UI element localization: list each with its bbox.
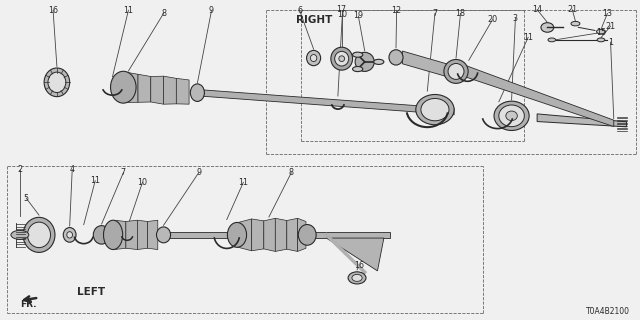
Polygon shape (287, 218, 298, 252)
Ellipse shape (111, 71, 136, 103)
Polygon shape (403, 51, 451, 78)
Text: 4: 4 (70, 165, 75, 174)
Text: 16: 16 (355, 261, 365, 270)
Text: 12: 12 (392, 6, 402, 15)
Polygon shape (176, 78, 189, 104)
Text: 11: 11 (124, 6, 133, 15)
Ellipse shape (541, 23, 554, 32)
Ellipse shape (28, 222, 51, 248)
Circle shape (11, 230, 29, 239)
Text: 6: 6 (297, 6, 302, 15)
Text: 14: 14 (532, 5, 542, 14)
Ellipse shape (348, 272, 366, 284)
Polygon shape (161, 232, 390, 238)
Ellipse shape (506, 111, 517, 121)
Polygon shape (115, 220, 126, 250)
Ellipse shape (190, 84, 204, 101)
Circle shape (548, 38, 556, 42)
Ellipse shape (67, 232, 72, 238)
Text: RIGHT: RIGHT (296, 15, 332, 25)
Ellipse shape (499, 105, 524, 127)
Circle shape (353, 52, 363, 57)
Polygon shape (195, 89, 454, 115)
Ellipse shape (310, 54, 317, 61)
Text: 18: 18 (456, 9, 465, 18)
Text: 10: 10 (337, 10, 348, 19)
Ellipse shape (23, 217, 55, 252)
Polygon shape (151, 76, 164, 104)
Polygon shape (138, 74, 151, 102)
Polygon shape (467, 66, 614, 126)
Text: 17: 17 (337, 5, 347, 14)
Text: FR.: FR. (20, 300, 37, 309)
Ellipse shape (339, 56, 344, 61)
Polygon shape (326, 238, 384, 271)
Text: 19: 19 (353, 12, 364, 20)
Polygon shape (126, 220, 138, 250)
Text: LEFT: LEFT (77, 287, 106, 297)
Text: 8: 8 (161, 9, 166, 18)
Ellipse shape (494, 101, 529, 131)
Polygon shape (164, 76, 176, 104)
Text: 11: 11 (90, 176, 100, 185)
Ellipse shape (444, 60, 468, 84)
Text: 15: 15 (596, 28, 606, 37)
Ellipse shape (307, 50, 321, 66)
Polygon shape (275, 218, 287, 252)
Ellipse shape (63, 228, 76, 242)
Text: 9: 9 (196, 168, 201, 177)
Text: 7: 7 (121, 168, 126, 177)
Ellipse shape (93, 226, 110, 244)
Ellipse shape (389, 50, 403, 65)
Polygon shape (237, 219, 252, 251)
Text: 20: 20 (488, 15, 497, 24)
Ellipse shape (352, 274, 362, 281)
Text: 21: 21 (605, 22, 616, 31)
Ellipse shape (157, 227, 171, 243)
Text: 16: 16 (48, 6, 58, 15)
Text: 13: 13 (602, 9, 612, 18)
Ellipse shape (355, 52, 374, 71)
Text: 10: 10 (138, 178, 147, 187)
Circle shape (597, 38, 605, 42)
Ellipse shape (331, 47, 353, 70)
Polygon shape (252, 219, 264, 251)
Ellipse shape (44, 68, 70, 97)
Circle shape (571, 21, 580, 26)
Circle shape (374, 59, 384, 64)
Ellipse shape (448, 63, 464, 79)
Text: 2: 2 (17, 165, 22, 174)
Text: 11: 11 (238, 178, 248, 187)
Text: 9: 9 (209, 6, 214, 15)
Ellipse shape (421, 99, 449, 121)
Ellipse shape (104, 220, 123, 250)
Polygon shape (537, 114, 627, 127)
Ellipse shape (335, 51, 349, 66)
Ellipse shape (227, 222, 246, 247)
Text: T0A4B2100: T0A4B2100 (586, 307, 630, 316)
Polygon shape (125, 72, 138, 103)
Text: 5: 5 (24, 194, 29, 203)
Ellipse shape (48, 72, 66, 92)
Polygon shape (298, 218, 306, 252)
Polygon shape (138, 220, 148, 250)
Text: 7: 7 (433, 9, 438, 18)
Text: 8: 8 (289, 168, 294, 177)
Polygon shape (148, 220, 158, 250)
Text: 1: 1 (608, 38, 613, 47)
Ellipse shape (416, 94, 454, 125)
Circle shape (596, 29, 605, 34)
Circle shape (353, 67, 363, 72)
Text: 11: 11 (523, 33, 533, 42)
Text: 3: 3 (513, 14, 518, 23)
Polygon shape (264, 218, 275, 252)
Ellipse shape (298, 225, 316, 245)
Text: 21: 21 (567, 5, 577, 14)
